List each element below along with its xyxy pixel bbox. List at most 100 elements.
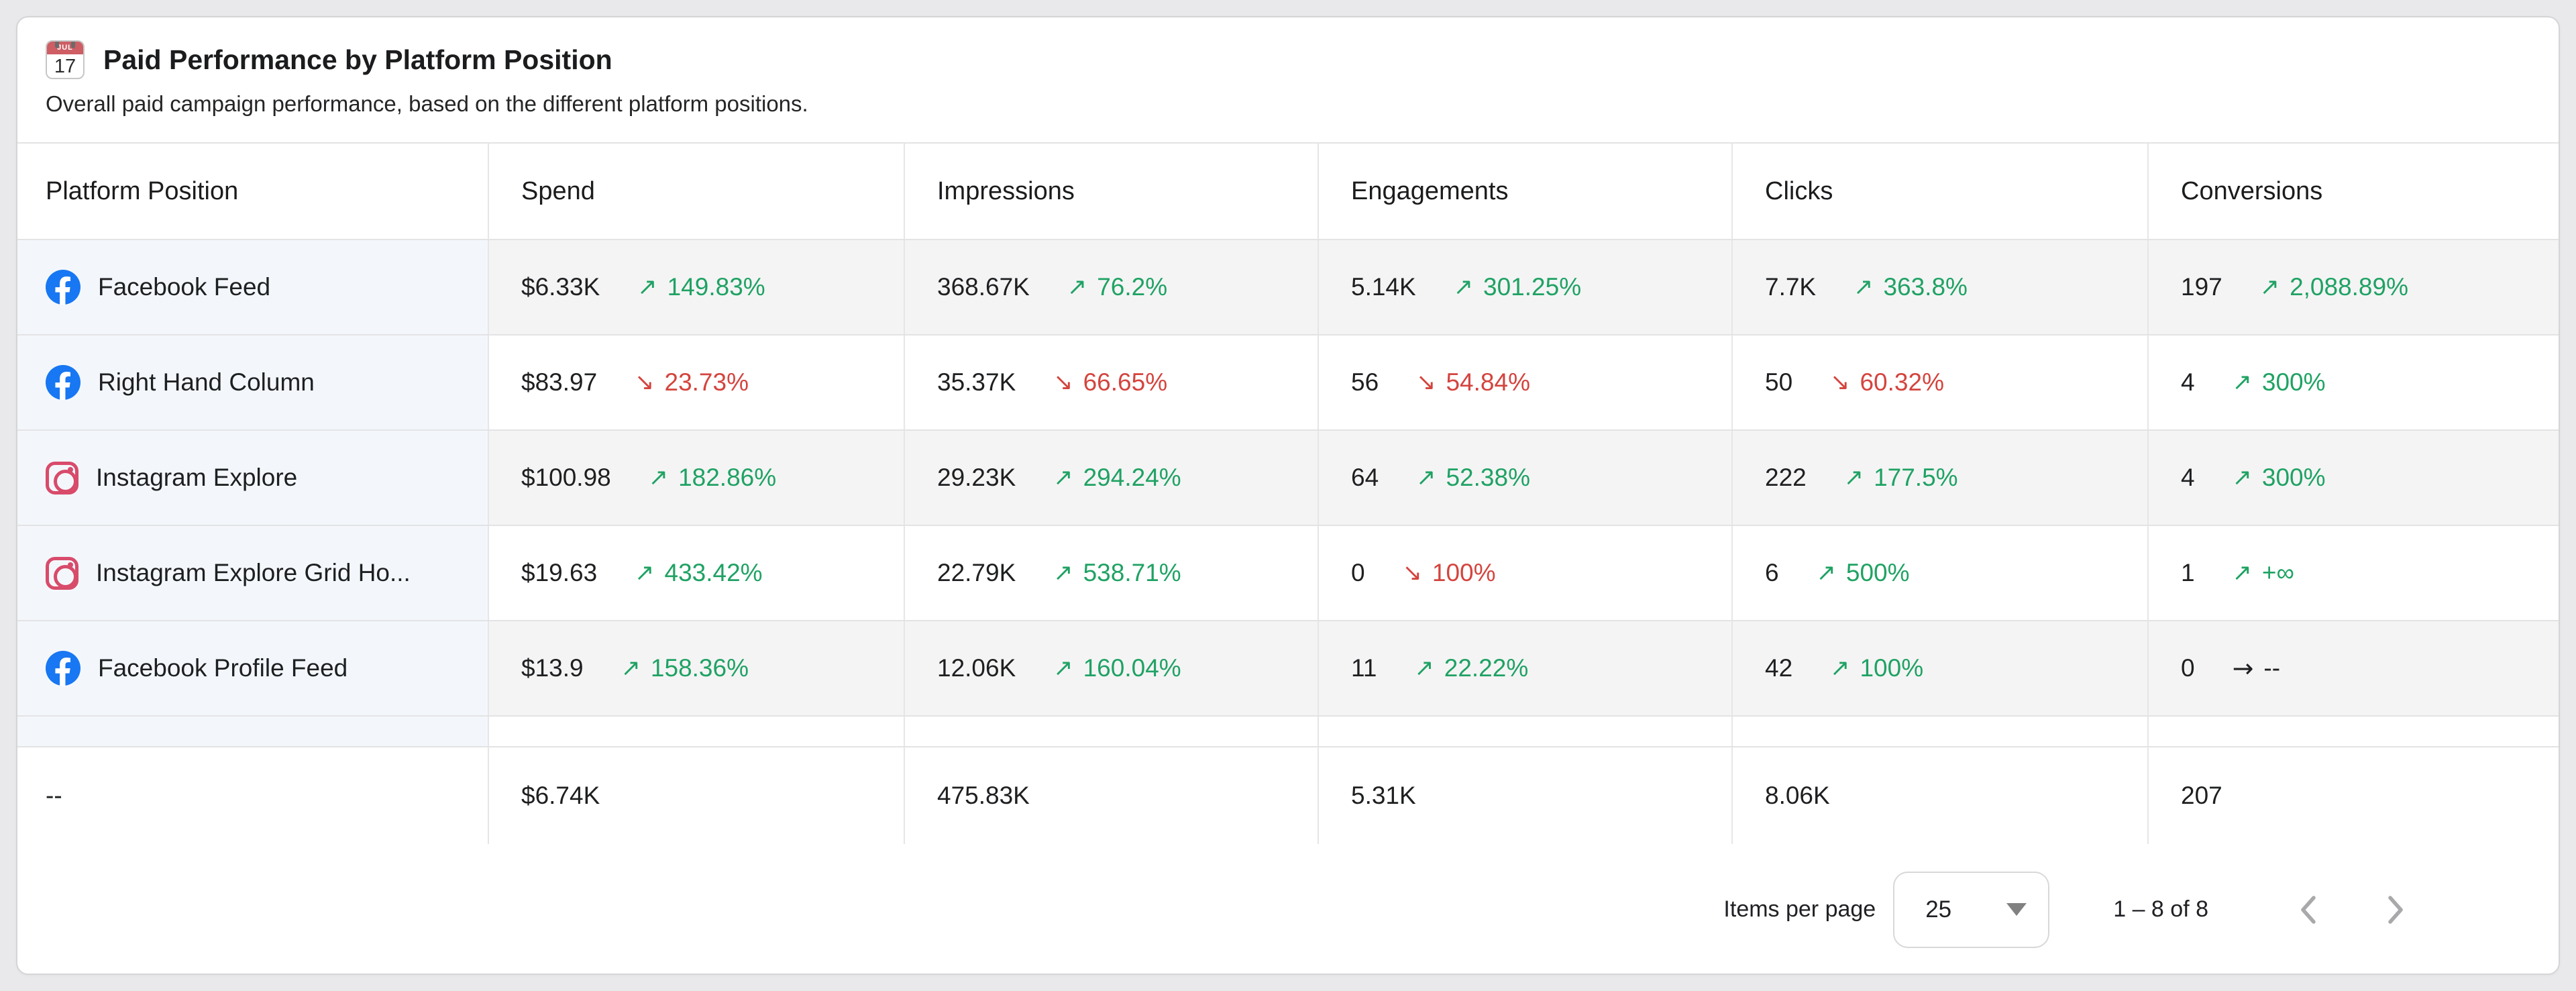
trend-down-icon: ↘ bbox=[1402, 560, 1422, 586]
metric-cell-spend: $6.33K ↗ 149.83% bbox=[488, 240, 904, 334]
metric-value: 22.79K bbox=[937, 559, 1016, 586]
metric-delta: 433.42% bbox=[664, 559, 763, 586]
trend-up-icon: ↗ bbox=[1053, 655, 1073, 682]
metric-cell-spend: $100.98 ↗ 182.86% bbox=[488, 431, 904, 525]
calendar-day: 17 bbox=[54, 56, 76, 77]
page-range-label: 1 – 8 of 8 bbox=[2113, 896, 2208, 922]
metric-value: $83.97 bbox=[521, 368, 598, 396]
metric-delta: 149.83% bbox=[667, 273, 765, 301]
metric-cell-clicks: 42 ↗ 100% bbox=[1731, 621, 2147, 715]
partial-row bbox=[17, 717, 2559, 746]
table-row: Right Hand Column $83.97 ↘ 23.73% 35.37K ↘ 6… bbox=[17, 335, 2559, 431]
platform-cell: Right Hand Column bbox=[17, 335, 488, 429]
metric-value: 35.37K bbox=[937, 368, 1016, 396]
page-size-select[interactable]: 25 bbox=[1893, 871, 2050, 948]
metric-value: 0 bbox=[1351, 559, 1365, 586]
metric-delta: 52.38% bbox=[1446, 464, 1530, 491]
metric-value: 42 bbox=[1765, 654, 1793, 682]
metric-value: $13.9 bbox=[521, 654, 584, 682]
trend-up-icon: ↗ bbox=[1453, 274, 1474, 301]
metric-value: 5.14K bbox=[1351, 273, 1416, 301]
page-title: Paid Performance by Platform Position bbox=[103, 44, 612, 75]
facebook-icon bbox=[46, 365, 80, 400]
metric-cell-engagements: 5.14K ↗ 301.25% bbox=[1318, 240, 1731, 334]
trend-up-icon: ↗ bbox=[1830, 655, 1850, 682]
metric-value: 1 bbox=[2181, 559, 2195, 586]
column-header-conversions: Conversions bbox=[2147, 144, 2559, 239]
next-page-button[interactable] bbox=[2379, 890, 2414, 930]
trend-down-icon: ↘ bbox=[1830, 369, 1850, 396]
metric-delta: +∞ bbox=[2261, 559, 2294, 586]
metric-cell-conversions: 4 ↗ 300% bbox=[2147, 431, 2559, 525]
column-header-impressions: Impressions bbox=[904, 144, 1318, 239]
previous-page-button[interactable] bbox=[2290, 890, 2325, 930]
platform-cell: Facebook Profile Feed bbox=[17, 621, 488, 715]
total-engagements: 5.31K bbox=[1318, 747, 1731, 844]
trend-up-icon: ↗ bbox=[1816, 560, 1836, 586]
column-header-engagements: Engagements bbox=[1318, 144, 1731, 239]
facebook-icon bbox=[46, 651, 80, 686]
total-clicks: 8.06K bbox=[1731, 747, 2147, 844]
chevron-right-icon bbox=[2388, 895, 2403, 924]
platform-position-table: Platform Position Spend Impressions Enga… bbox=[17, 142, 2559, 844]
metric-cell-impressions: 22.79K ↗ 538.71% bbox=[904, 526, 1318, 620]
platform-label: Instagram Explore bbox=[96, 464, 298, 491]
metric-delta: -- bbox=[2263, 654, 2281, 682]
instagram-icon bbox=[46, 556, 78, 590]
metric-cell-impressions: 35.37K ↘ 66.65% bbox=[904, 335, 1318, 429]
metric-value: $100.98 bbox=[521, 464, 611, 491]
trend-up-icon: ↗ bbox=[1414, 655, 1434, 682]
metric-value: 29.23K bbox=[937, 464, 1016, 491]
trend-up-icon: ↗ bbox=[637, 274, 657, 301]
metric-cell-impressions: 368.67K ↗ 76.2% bbox=[904, 240, 1318, 334]
metric-cell-impressions: 12.06K ↗ 160.04% bbox=[904, 621, 1318, 715]
platform-label: Instagram Explore Grid Ho... bbox=[96, 559, 411, 586]
metric-delta: 538.71% bbox=[1083, 559, 1181, 586]
table-header-row: Platform Position Spend Impressions Enga… bbox=[17, 142, 2559, 240]
metric-delta: 60.32% bbox=[1860, 368, 1944, 396]
metric-cell-engagements: 11 ↗ 22.22% bbox=[1318, 621, 1731, 715]
metric-delta: 100% bbox=[1432, 559, 1496, 586]
metric-cell-conversions: 4 ↗ 300% bbox=[2147, 335, 2559, 429]
metric-delta: 300% bbox=[2261, 368, 2326, 396]
metric-cell-spend: $13.9 ↗ 158.36% bbox=[488, 621, 904, 715]
instagram-icon bbox=[46, 461, 78, 494]
metric-value: 50 bbox=[1765, 368, 1793, 396]
trend-up-icon: ↗ bbox=[2232, 369, 2252, 396]
total-conversions: 207 bbox=[2147, 747, 2559, 844]
chevron-down-icon bbox=[2006, 903, 2027, 916]
metric-cell-conversions: 197 ↗ 2,088.89% bbox=[2147, 240, 2559, 334]
trend-up-icon: ↗ bbox=[621, 655, 641, 682]
metric-delta: 177.5% bbox=[1874, 464, 1958, 491]
metric-value: 12.06K bbox=[937, 654, 1016, 682]
metric-cell-spend: $83.97 ↘ 23.73% bbox=[488, 335, 904, 429]
metric-cell-engagements: 64 ↗ 52.38% bbox=[1318, 431, 1731, 525]
total-impressions: 475.83K bbox=[904, 747, 1318, 844]
page-subtitle: Overall paid campaign performance, based… bbox=[46, 91, 808, 116]
metric-delta: 158.36% bbox=[650, 654, 749, 682]
column-header-spend: Spend bbox=[488, 144, 904, 239]
metric-delta: 300% bbox=[2261, 464, 2326, 491]
trend-up-icon: ↗ bbox=[1053, 560, 1073, 586]
metric-delta: 160.04% bbox=[1083, 654, 1181, 682]
pagination-bar: Items per page 25 1 – 8 of 8 bbox=[17, 844, 2559, 974]
metric-value: $6.33K bbox=[521, 273, 600, 301]
platform-label: Facebook Feed bbox=[98, 273, 271, 301]
trend-up-icon: ↗ bbox=[2259, 274, 2280, 301]
metric-delta: 301.25% bbox=[1483, 273, 1582, 301]
trend-up-icon: ↗ bbox=[635, 560, 655, 586]
metric-cell-clicks: 7.7K ↗ 363.8% bbox=[1731, 240, 2147, 334]
metric-delta: 363.8% bbox=[1883, 273, 1968, 301]
metric-value: $19.63 bbox=[521, 559, 598, 586]
metric-delta: 2,088.89% bbox=[2290, 273, 2408, 301]
metric-delta: 500% bbox=[1845, 559, 1910, 586]
metric-cell-engagements: 0 ↘ 100% bbox=[1318, 526, 1731, 620]
trend-up-icon: ↗ bbox=[1067, 274, 1087, 301]
metric-delta: 22.22% bbox=[1444, 654, 1529, 682]
paid-performance-widget: JUL 17 Paid Performance by Platform Posi… bbox=[16, 16, 2560, 975]
metric-value: 64 bbox=[1351, 464, 1379, 491]
platform-cell: Facebook Feed bbox=[17, 240, 488, 334]
metric-delta: 66.65% bbox=[1083, 368, 1168, 396]
platform-label: Facebook Profile Feed bbox=[98, 654, 348, 682]
page-size-value: 25 bbox=[1925, 896, 1952, 923]
